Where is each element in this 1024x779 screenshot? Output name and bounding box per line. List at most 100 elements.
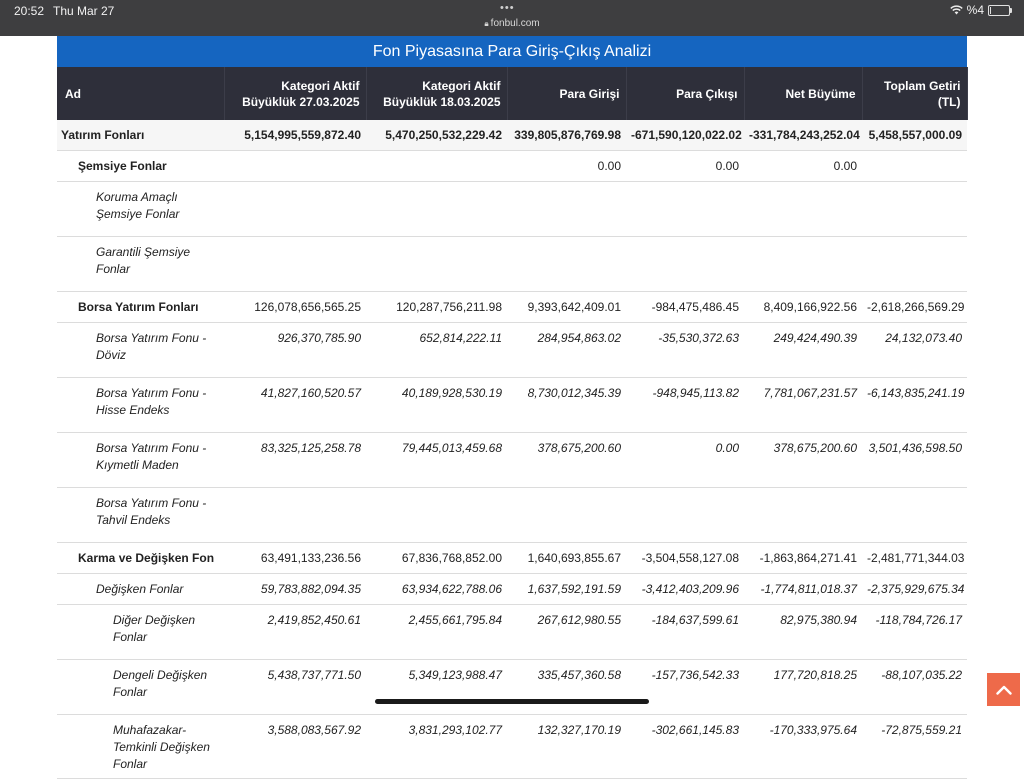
cell-net-growth	[744, 181, 862, 237]
row-name[interactable]: Yatırım Fonları	[57, 120, 224, 151]
table-row[interactable]: Borsa Yatırım Fonu - Döviz 926,370,785.90…	[57, 322, 967, 378]
row-name[interactable]: Dengeli Değişken Fonlar	[57, 659, 224, 715]
table-row[interactable]: Diğer Değişken Fonlar 2,419,852,450.61 2,…	[57, 604, 967, 660]
cell-total-return: -88,107,035.22	[862, 659, 967, 715]
cell-net-growth: 177,720,818.25	[744, 659, 862, 715]
column-header-net-growth[interactable]: Net Büyüme	[744, 67, 863, 120]
cell-inflow: 284,954,863.02	[507, 322, 626, 378]
cell-inflow: 378,675,200.60	[507, 432, 626, 488]
cell-total-return: -118,784,726.17	[862, 604, 967, 660]
cell-size-current	[224, 487, 366, 543]
cell-outflow	[626, 487, 744, 543]
table-row[interactable]: Dengeli Değişken Fonlar 5,438,737,771.50 …	[57, 659, 967, 715]
status-date: Thu Mar 27	[53, 4, 115, 18]
column-header-size-previous[interactable]: Kategori Aktif Büyüklük 18.03.2025	[366, 67, 508, 120]
cell-inflow: 1,637,592,191.59	[507, 573, 626, 605]
cell-size-current: 3,588,083,567.92	[224, 714, 366, 779]
row-name[interactable]: Muhafazakar- Temkinli Değişken Fonlar	[57, 714, 224, 779]
cell-net-growth: 378,675,200.60	[744, 432, 862, 488]
cell-total-return: 3,501,436,598.50	[862, 432, 967, 488]
row-name[interactable]: Garantili Şemsiye Fonlar	[57, 236, 224, 292]
row-name[interactable]: Borsa Yatırım Fonları	[57, 291, 224, 323]
cell-size-previous: 40,189,928,530.19	[366, 377, 507, 433]
cell-size-current: 926,370,785.90	[224, 322, 366, 378]
table-row[interactable]: Şemsiye Fonlar 0.00 0.00 0.00	[57, 150, 967, 182]
row-name[interactable]: Değişken Fonlar	[57, 573, 224, 605]
cell-inflow: 8,730,012,345.39	[507, 377, 626, 433]
table-row[interactable]: Garantili Şemsiye Fonlar	[57, 236, 967, 292]
cell-outflow: -948,945,113.82	[626, 377, 744, 433]
cell-inflow: 9,393,642,409.01	[507, 291, 626, 323]
row-name[interactable]: Şemsiye Fonlar	[57, 150, 224, 182]
cell-inflow: 339,805,876,769.98	[507, 120, 626, 151]
row-name[interactable]: Borsa Yatırım Fonu - Hisse Endeks	[57, 377, 224, 433]
cell-size-previous: 63,934,622,788.06	[366, 573, 507, 605]
table-row[interactable]: Borsa Yatırım Fonu - Tahvil Endeks	[57, 487, 967, 543]
cell-outflow: -35,530,372.63	[626, 322, 744, 378]
cell-inflow: 267,612,980.55	[507, 604, 626, 660]
cell-size-current	[224, 236, 366, 292]
row-name[interactable]: Koruma Amaçlı Şemsiye Fonlar	[57, 181, 224, 237]
table-header: Ad Kategori Aktif Büyüklük 27.03.2025 Kat…	[57, 67, 968, 120]
cell-net-growth	[744, 487, 862, 543]
cell-total-return	[862, 181, 967, 237]
cell-size-previous	[366, 150, 507, 182]
address-bar[interactable]: 🔒︎ fonbul.com	[0, 18, 1024, 29]
cell-inflow	[507, 181, 626, 237]
status-bar: 20:52 Thu Mar 27 ••• 🔒︎ fonbul.com %4	[0, 0, 1024, 36]
cell-outflow	[626, 181, 744, 237]
row-name[interactable]: Borsa Yatırım Fonu - Döviz	[57, 322, 224, 378]
cell-inflow: 0.00	[507, 150, 626, 182]
cell-outflow: 0.00	[626, 150, 744, 182]
battery-icon	[988, 4, 1012, 16]
column-header-name[interactable]: Ad	[57, 67, 225, 120]
cell-size-previous: 5,470,250,532,229.42	[366, 120, 507, 151]
wifi-icon	[949, 5, 963, 15]
multitasking-dots-icon[interactable]: •••	[500, 2, 515, 14]
cell-outflow: -184,637,599.61	[626, 604, 744, 660]
table-row[interactable]: Borsa Yatırım Fonları 126,078,656,565.25…	[57, 291, 967, 323]
cell-size-previous: 67,836,768,852.00	[366, 542, 507, 574]
table-row[interactable]: Değişken Fonlar 59,783,882,094.35 63,934…	[57, 573, 967, 605]
cell-size-current: 41,827,160,520.57	[224, 377, 366, 433]
cell-inflow: 335,457,360.58	[507, 659, 626, 715]
row-name[interactable]: Karma ve Değişken Fon	[57, 542, 224, 574]
cell-outflow: -3,504,558,127.08	[626, 542, 744, 574]
cell-outflow: 0.00	[626, 432, 744, 488]
scroll-to-top-button[interactable]	[987, 673, 1020, 706]
cell-net-growth: -170,333,975.64	[744, 714, 862, 779]
cell-net-growth: 8,409,166,922.56	[744, 291, 862, 323]
table-row[interactable]: Muhafazakar- Temkinli Değişken Fonlar 3,58…	[57, 714, 967, 779]
table-row[interactable]: Karma ve Değişken Fon 63,491,133,236.56 …	[57, 542, 967, 574]
table-row[interactable]: Borsa Yatırım Fonu - Hisse Endeks 41,827,…	[57, 377, 967, 433]
home-indicator[interactable]	[375, 699, 649, 704]
column-header-inflow[interactable]: Para Girişi	[507, 67, 627, 120]
table-row[interactable]: Koruma Amaçlı Şemsiye Fonlar	[57, 181, 967, 237]
table-row[interactable]: Yatırım Fonları 5,154,995,559,872.40 5,4…	[57, 120, 967, 151]
cell-outflow: -984,475,486.45	[626, 291, 744, 323]
cell-total-return: 5,458,557,000.09	[862, 120, 967, 151]
row-name[interactable]: Borsa Yatırım Fonu - Tahvil Endeks	[57, 487, 224, 543]
column-header-total-return[interactable]: Toplam Getiri (TL)	[862, 67, 968, 120]
cell-outflow: -3,412,403,209.96	[626, 573, 744, 605]
column-header-outflow[interactable]: Para Çıkışı	[626, 67, 745, 120]
cell-size-current: 2,419,852,450.61	[224, 604, 366, 660]
table-row[interactable]: Borsa Yatırım Fonu - Kıymetli Maden 83,32…	[57, 432, 967, 488]
cell-size-current: 5,438,737,771.50	[224, 659, 366, 715]
cell-total-return: 24,132,073.40	[862, 322, 967, 378]
fund-flow-table: Ad Kategori Aktif Büyüklük 27.03.2025 Kat…	[57, 67, 968, 779]
cell-size-previous: 79,445,013,459.68	[366, 432, 507, 488]
row-name[interactable]: Borsa Yatırım Fonu - Kıymetli Maden	[57, 432, 224, 488]
status-indicators: %4	[949, 3, 1012, 17]
cell-outflow	[626, 236, 744, 292]
lock-icon: 🔒︎	[484, 19, 489, 28]
cell-net-growth: -1,774,811,018.37	[744, 573, 862, 605]
column-header-size-current[interactable]: Kategori Aktif Büyüklük 27.03.2025	[224, 67, 367, 120]
cell-size-previous	[366, 487, 507, 543]
cell-outflow: -157,736,542.33	[626, 659, 744, 715]
cell-inflow: 1,640,693,855.67	[507, 542, 626, 574]
cell-size-current: 59,783,882,094.35	[224, 573, 366, 605]
cell-size-current: 63,491,133,236.56	[224, 542, 366, 574]
row-name[interactable]: Diğer Değişken Fonlar	[57, 604, 224, 660]
cell-size-current	[224, 150, 366, 182]
